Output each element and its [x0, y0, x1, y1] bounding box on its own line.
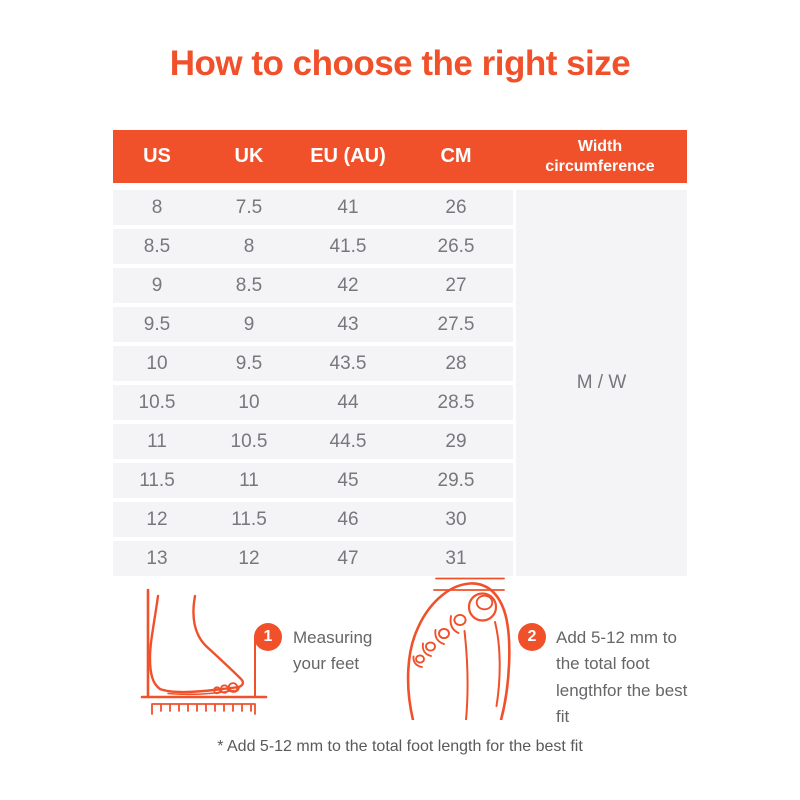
table-cell: 26	[445, 196, 467, 218]
size-table-body: 8 7.5 41 26 8.5 8 41.5 26.5 9 8.5 42 27 9.5 9 43 27.5 10…	[113, 190, 687, 576]
table-cell: 41	[337, 196, 359, 218]
step-1-label: Measuring your feet	[293, 628, 373, 674]
step-2-label: Add 5-12 mm to the total foot lengthfor …	[556, 628, 688, 727]
table-cell: 26.5	[437, 235, 475, 257]
table-row: 12 11.5 46 30	[113, 502, 513, 537]
table-cell: 8	[151, 196, 163, 218]
page-title: How to choose the right size	[169, 44, 631, 83]
table-cell: 31	[445, 547, 467, 569]
size-table-body-wrap: 8 7.5 41 26 8.5 8 41.5 26.5 9 8.5 42 27 9.5 9 43 27.5 10…	[113, 190, 687, 576]
table-cell: 9.5	[143, 313, 171, 335]
table-row: 10.5 10 44 28.5	[113, 385, 513, 420]
table-cell: 44.5	[329, 430, 367, 452]
table-cell: 12	[146, 508, 168, 530]
table-row: 11.5 11 45 29.5	[113, 463, 513, 498]
table-cell: 11.5	[139, 469, 175, 491]
table-cell: 46	[337, 508, 359, 530]
table-cell: 27.5	[437, 313, 475, 335]
table-cell: 8	[243, 235, 255, 257]
step-2-badge: 2	[518, 623, 546, 651]
table-cell: 28.5	[437, 391, 475, 413]
table-cell: 11.5	[231, 508, 267, 530]
table-cell: 10.5	[138, 391, 176, 413]
column-header-us: US	[143, 145, 171, 167]
table-row: 8 7.5 41 26	[113, 190, 513, 225]
foot-top-view-icon	[400, 574, 550, 725]
table-row: 9 8.5 42 27	[113, 268, 513, 303]
footnote: * Add 5-12 mm to the total foot length f…	[217, 738, 583, 755]
step-1-badge: 1	[254, 623, 282, 651]
table-row: 10 9.5 43.5 28	[113, 346, 513, 381]
table-cell: 8.5	[143, 235, 171, 257]
table-cell: 8.5	[235, 274, 263, 296]
table-cell: 13	[146, 547, 168, 569]
table-cell: 42	[337, 274, 359, 296]
table-cell: 29	[445, 430, 467, 452]
column-header-eu-au: EU (AU)	[310, 145, 386, 167]
table-cell: 9	[151, 274, 163, 296]
table-cell: 43	[337, 313, 359, 335]
table-cell: 11	[239, 469, 259, 491]
table-row: 9.5 9 43 27.5	[113, 307, 513, 342]
table-cell: 44	[337, 391, 359, 413]
table-cell: 41.5	[329, 235, 367, 257]
table-cell: 9.5	[235, 352, 263, 374]
table-cell: 29.5	[437, 469, 475, 491]
foot-side-measuring-icon	[138, 580, 273, 725]
table-cell: 10.5	[230, 430, 268, 452]
table-cell: 7.5	[235, 196, 263, 218]
column-header-width-circumference: Width circumference	[545, 138, 655, 175]
table-cell: 10	[146, 352, 168, 374]
table-cell: 9	[243, 313, 255, 335]
table-cell: 11	[147, 430, 167, 452]
table-cell: 10	[238, 391, 260, 413]
column-header-uk: UK	[234, 145, 264, 167]
table-cell: 47	[337, 547, 359, 569]
size-table-header: US UK EU (AU) CM Width circumference	[113, 130, 687, 183]
width-circumference-cell: M / W	[516, 190, 687, 576]
table-cell: 43.5	[329, 352, 367, 374]
table-cell: 27	[445, 274, 467, 296]
table-cell: 28	[445, 352, 467, 374]
table-row: 13 12 47 31	[113, 541, 513, 576]
table-row: 8.5 8 41.5 26.5	[113, 229, 513, 264]
table-cell: 12	[238, 547, 260, 569]
table-row: 11 10.5 44.5 29	[113, 424, 513, 459]
column-header-cm: CM	[440, 145, 472, 167]
table-cell: 45	[337, 469, 359, 491]
table-cell: 30	[445, 508, 467, 530]
size-table: US UK EU (AU) CM Width circumference 8 7.…	[113, 130, 687, 576]
